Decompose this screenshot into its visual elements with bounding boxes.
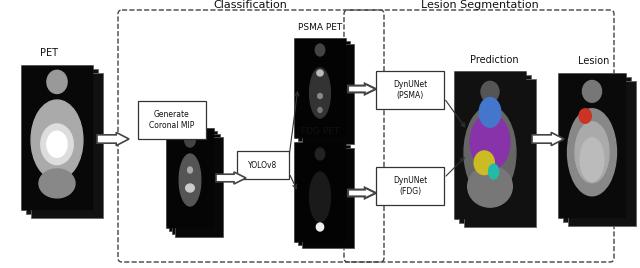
- Ellipse shape: [316, 223, 324, 231]
- Polygon shape: [348, 188, 376, 198]
- Ellipse shape: [575, 122, 609, 183]
- Bar: [237, 151, 289, 179]
- Bar: [454, 71, 526, 219]
- Bar: [172, 134, 220, 234]
- Bar: [294, 142, 346, 242]
- Ellipse shape: [310, 68, 330, 118]
- Bar: [302, 44, 354, 144]
- Text: Lesion Segmentation: Lesion Segmentation: [421, 0, 539, 10]
- Bar: [21, 65, 93, 210]
- Bar: [376, 71, 444, 109]
- Ellipse shape: [464, 106, 516, 198]
- Ellipse shape: [41, 124, 73, 165]
- Ellipse shape: [39, 169, 75, 198]
- Text: DynUNet
(FDG): DynUNet (FDG): [393, 176, 427, 196]
- Text: Generate
Coronal MIP: Generate Coronal MIP: [149, 110, 195, 130]
- Ellipse shape: [186, 184, 195, 192]
- Bar: [563, 76, 631, 221]
- Bar: [295, 143, 345, 241]
- Ellipse shape: [579, 109, 591, 123]
- Ellipse shape: [316, 44, 324, 56]
- Ellipse shape: [316, 148, 324, 160]
- Ellipse shape: [580, 138, 604, 181]
- Bar: [558, 73, 626, 218]
- Ellipse shape: [488, 164, 499, 179]
- Ellipse shape: [31, 100, 83, 180]
- Bar: [459, 75, 531, 223]
- Ellipse shape: [188, 167, 193, 173]
- Bar: [167, 129, 213, 227]
- Ellipse shape: [479, 98, 501, 127]
- Bar: [295, 39, 345, 137]
- Ellipse shape: [470, 114, 510, 170]
- Text: YOLOv8: YOLOv8: [248, 161, 278, 169]
- Ellipse shape: [47, 131, 67, 157]
- Bar: [294, 38, 346, 138]
- Bar: [464, 79, 536, 227]
- Bar: [298, 41, 350, 141]
- Ellipse shape: [185, 133, 195, 147]
- Text: FDG PET: FDG PET: [301, 127, 339, 136]
- Ellipse shape: [47, 70, 67, 94]
- Text: DynUNet
(PSMA): DynUNet (PSMA): [393, 80, 427, 100]
- Bar: [22, 65, 92, 209]
- Ellipse shape: [468, 166, 513, 207]
- Bar: [298, 145, 350, 245]
- Bar: [376, 167, 444, 205]
- Polygon shape: [216, 172, 246, 184]
- Text: PSMA PET: PSMA PET: [298, 23, 342, 32]
- Bar: [138, 101, 206, 139]
- Bar: [455, 72, 525, 218]
- Text: Lesion: Lesion: [579, 57, 610, 66]
- Ellipse shape: [474, 151, 494, 174]
- Ellipse shape: [582, 80, 602, 102]
- Bar: [26, 69, 98, 214]
- Bar: [175, 137, 223, 237]
- Text: PET: PET: [40, 49, 58, 58]
- Ellipse shape: [317, 70, 323, 76]
- Bar: [302, 148, 354, 248]
- Bar: [568, 80, 636, 225]
- Ellipse shape: [310, 172, 330, 222]
- Ellipse shape: [481, 81, 499, 102]
- Bar: [166, 128, 214, 228]
- Polygon shape: [532, 132, 564, 146]
- Bar: [31, 73, 103, 218]
- Ellipse shape: [318, 107, 322, 113]
- Bar: [169, 131, 217, 231]
- Text: Prediction: Prediction: [470, 55, 518, 65]
- Ellipse shape: [317, 94, 323, 99]
- Bar: [559, 73, 625, 217]
- Ellipse shape: [568, 109, 616, 196]
- Polygon shape: [348, 84, 376, 94]
- Text: Classification: Classification: [213, 0, 287, 10]
- Polygon shape: [97, 132, 129, 146]
- Ellipse shape: [179, 154, 201, 206]
